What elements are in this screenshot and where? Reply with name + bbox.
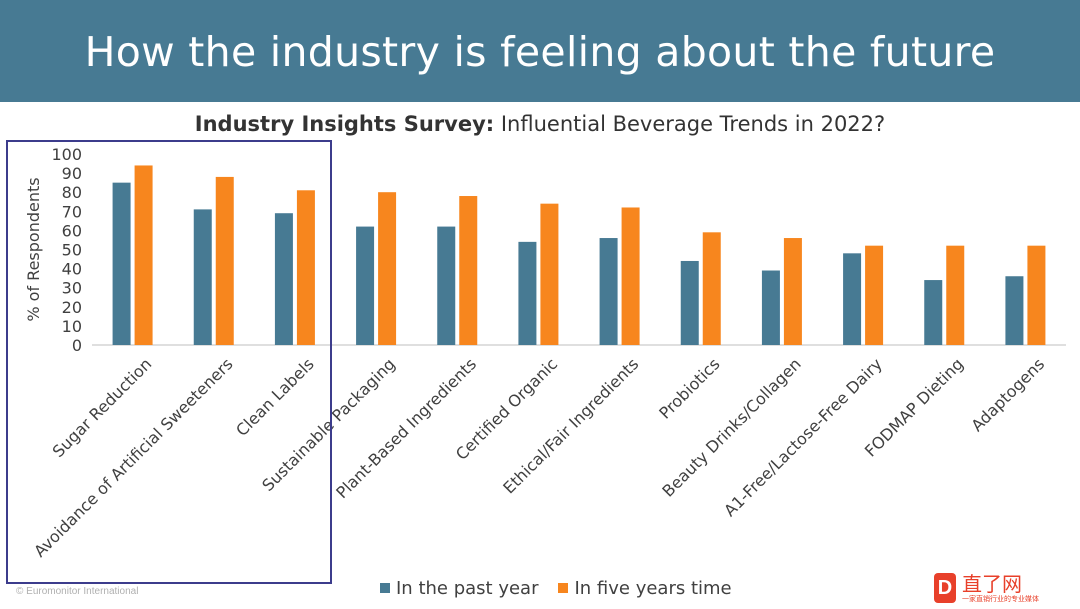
legend-swatch-five-years	[558, 583, 569, 593]
bar-past-year	[599, 238, 618, 345]
legend-label-five-years: In five years time	[574, 577, 732, 599]
bar-five-years	[621, 207, 640, 345]
bar-past-year	[843, 253, 862, 345]
watermark-tagline: 一家直销行业的专业媒体	[962, 595, 1039, 603]
bar-past-year	[924, 280, 943, 345]
highlight-box	[6, 140, 332, 584]
legend-swatch-past-year	[380, 583, 390, 593]
chart-title-bold: Industry Insights Survey:	[194, 112, 495, 136]
legend: In the past year In five years time	[380, 576, 752, 600]
copyright-text: © Euromonitor International	[16, 586, 139, 597]
bar-past-year	[680, 260, 699, 345]
watermark: D 直了网 一家直销行业的专业媒体	[934, 570, 1074, 606]
bar-past-year	[518, 241, 537, 345]
chart-title: Industry Insights Survey: Influential Be…	[0, 112, 1080, 136]
x-tick-label: Ethical/Fair Ingredients	[499, 354, 642, 497]
bar-five-years	[459, 196, 478, 345]
legend-label-past-year: In the past year	[396, 577, 539, 599]
y-axis-label: % of Respondents	[24, 177, 43, 321]
bar-five-years	[378, 192, 397, 345]
bar-five-years	[134, 165, 153, 345]
bar-past-year	[193, 209, 212, 345]
y-tick-label: 10	[62, 317, 82, 336]
x-tick-label: A1-Free/Lactose-Free Dairy	[720, 354, 886, 520]
chart-title-rest: Influential Beverage Trends in 2022?	[494, 112, 886, 136]
watermark-text: 直了网 一家直销行业的专业媒体	[962, 573, 1039, 604]
bar-past-year	[356, 226, 375, 345]
x-tick-label: Plant-Based Ingredients	[332, 354, 480, 502]
y-tick-label: 30	[62, 279, 82, 298]
bar-five-years	[946, 245, 965, 345]
bar-past-year	[437, 226, 456, 345]
y-tick-label: 90	[62, 164, 82, 183]
y-tick-label: 100	[51, 145, 82, 164]
x-tick-label: Adaptogens	[967, 354, 1048, 435]
y-tick-label: 80	[62, 183, 82, 202]
header-band: How the industry is feeling about the fu…	[0, 0, 1080, 102]
bar-past-year	[761, 270, 780, 345]
bar-five-years	[783, 238, 802, 345]
bar-five-years	[702, 232, 721, 345]
y-tick-label: 0	[72, 336, 82, 355]
bar-past-year	[274, 213, 293, 345]
y-tick-label: 20	[62, 298, 82, 317]
y-tick-label: 60	[62, 221, 82, 240]
bar-past-year	[1005, 276, 1024, 345]
legend-item-five-years: In five years time	[558, 577, 732, 599]
bar-five-years	[296, 190, 315, 345]
legend-item-past-year: In the past year	[380, 578, 538, 599]
bar-past-year	[112, 182, 131, 345]
bar-five-years	[540, 203, 559, 345]
page-title: How the industry is feeling about the fu…	[84, 28, 996, 76]
bar-five-years	[215, 176, 234, 345]
y-tick-label: 50	[62, 241, 82, 260]
bar-five-years	[1027, 245, 1046, 345]
y-tick-label: 40	[62, 260, 82, 279]
x-tick-label: Probiotics	[655, 354, 723, 422]
y-tick-label: 70	[62, 202, 82, 221]
bar-five-years	[865, 245, 884, 345]
watermark-logo-icon: D	[934, 573, 956, 603]
x-tick-label: Beauty Drinks/Collagen	[658, 354, 804, 500]
watermark-name: 直了网	[962, 571, 1022, 596]
